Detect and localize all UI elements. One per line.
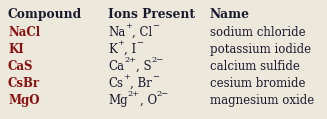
Text: +: + (125, 22, 132, 30)
Text: Na: Na (108, 26, 125, 39)
Text: MgO: MgO (8, 94, 40, 107)
Text: sodium chloride: sodium chloride (210, 26, 306, 39)
Text: Cs: Cs (108, 77, 123, 90)
Text: NaCl: NaCl (8, 26, 40, 39)
Text: K: K (108, 43, 117, 56)
Text: 2−: 2− (157, 90, 169, 98)
Text: Ions Present: Ions Present (108, 8, 195, 21)
Text: KI: KI (8, 43, 24, 56)
Text: magnesium oxide: magnesium oxide (210, 94, 314, 107)
Text: potassium iodide: potassium iodide (210, 43, 311, 56)
Text: CsBr: CsBr (8, 77, 40, 90)
Text: CaS: CaS (8, 60, 33, 73)
Text: , I: , I (124, 43, 136, 56)
Text: +: + (123, 73, 130, 81)
Text: Name: Name (210, 8, 250, 21)
Text: , O: , O (140, 94, 157, 107)
Text: −: − (136, 39, 143, 47)
Text: , Cl: , Cl (132, 26, 152, 39)
Text: +: + (117, 39, 124, 47)
Text: cesium bromide: cesium bromide (210, 77, 305, 90)
Text: Ca: Ca (108, 60, 124, 73)
Text: 2−: 2− (152, 56, 164, 64)
Text: 2+: 2+ (124, 56, 136, 64)
Text: , Br: , Br (130, 77, 152, 90)
Text: 2+: 2+ (128, 90, 140, 98)
Text: −: − (152, 22, 159, 30)
Text: calcium sulfide: calcium sulfide (210, 60, 300, 73)
Text: −: − (152, 73, 159, 81)
Text: Mg: Mg (108, 94, 128, 107)
Text: , S: , S (136, 60, 152, 73)
Text: Compound: Compound (8, 8, 82, 21)
